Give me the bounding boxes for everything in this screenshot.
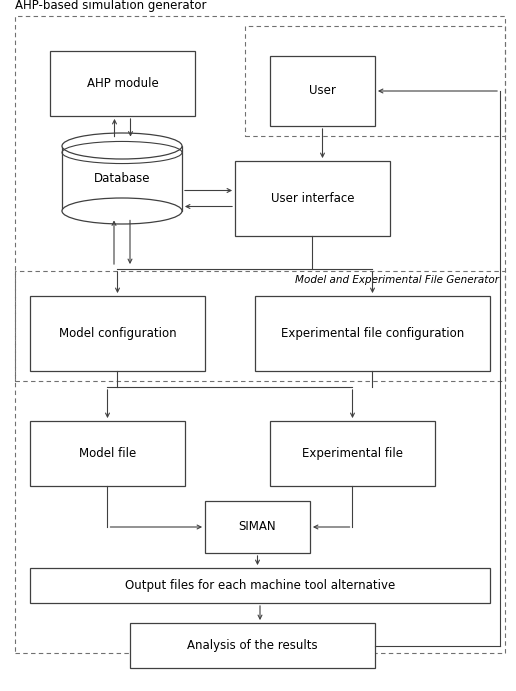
Text: SIMAN: SIMAN [239, 520, 276, 533]
Text: Output files for each machine tool alternative: Output files for each machine tool alter… [125, 579, 395, 592]
Bar [255, 296, 490, 371]
Text: User: User [309, 84, 336, 97]
Text: Model and Experimental File Generator: Model and Experimental File Generator [295, 275, 499, 285]
Text: Database: Database [94, 172, 150, 185]
Text: User interface: User interface [271, 192, 354, 205]
Bar [50, 51, 195, 116]
Bar [30, 296, 205, 371]
Bar [270, 421, 435, 486]
Text: Experimental file: Experimental file [302, 447, 403, 460]
Bar [62, 146, 182, 211]
Text: Model configuration: Model configuration [59, 327, 176, 340]
Ellipse shape [62, 198, 182, 224]
Text: Experimental file configuration: Experimental file configuration [281, 327, 464, 340]
Bar [130, 623, 375, 668]
Bar [30, 568, 490, 603]
Bar [30, 421, 185, 486]
Ellipse shape [62, 133, 182, 159]
Text: AHP-based simulation generator: AHP-based simulation generator [15, 0, 206, 12]
Bar [270, 56, 375, 126]
Bar [235, 161, 390, 236]
Text: AHP module: AHP module [87, 77, 158, 90]
Text: Model file: Model file [79, 447, 136, 460]
Bar [245, 26, 505, 136]
Bar [205, 501, 310, 553]
Text: Analysis of the results: Analysis of the results [187, 639, 318, 652]
Bar [15, 271, 505, 381]
